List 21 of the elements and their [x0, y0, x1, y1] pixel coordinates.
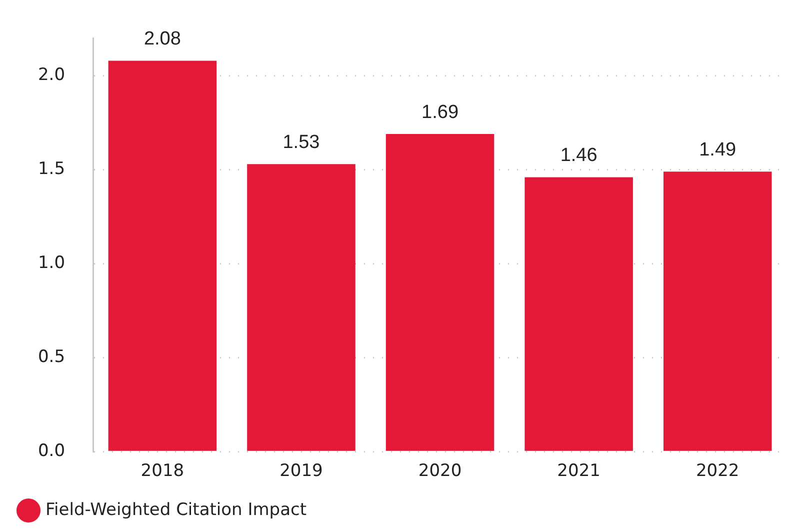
y-tick-label: 1.5: [38, 159, 66, 180]
data-label: 1.69: [422, 102, 459, 123]
x-tick-label: 2020: [418, 461, 462, 482]
bar: [386, 134, 494, 451]
bar: [524, 177, 633, 451]
data-label: 1.49: [699, 139, 736, 160]
data-label: 1.46: [560, 144, 598, 166]
legend-label: Field-Weighted Citation Impact: [46, 500, 307, 520]
x-tick-label: 2018: [140, 461, 184, 482]
x-tick-label: 2022: [696, 461, 740, 482]
x-tick-label: 2021: [557, 461, 600, 482]
y-tick-label: 2.0: [38, 65, 66, 86]
x-tick-label: 2019: [280, 461, 323, 482]
y-tick-label: 1.0: [38, 253, 66, 274]
bar: [108, 60, 217, 451]
data-label: 2.08: [144, 28, 181, 50]
data-label: 1.53: [282, 132, 320, 153]
bar: [247, 164, 356, 451]
bar: [663, 172, 772, 451]
y-tick-label: 0.0: [38, 441, 66, 462]
y-tick-label: 0.5: [38, 347, 66, 368]
